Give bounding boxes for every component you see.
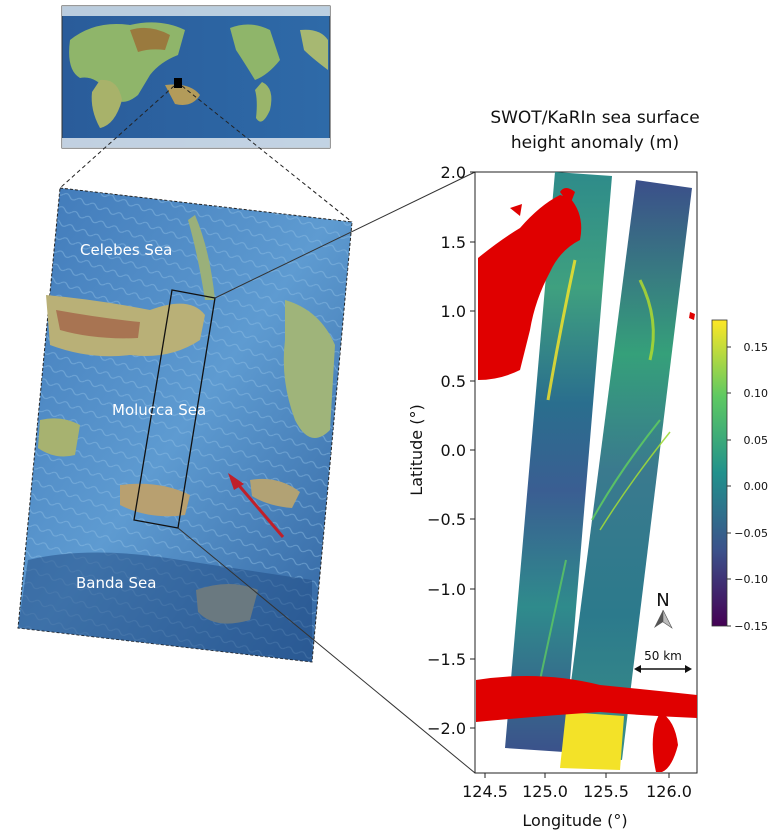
x-tick-label: 126.0 [646, 782, 692, 801]
red-arrow-shaft [234, 481, 285, 538]
y-tick-labels: 2.0 1.5 1.0 0.5 0.0 −0.5 −1.0 −1.5 −2.0 [427, 163, 466, 738]
red-arrow-head [228, 473, 244, 490]
zoom-connector-bottom [177, 527, 476, 774]
study-area-marker [174, 78, 182, 88]
colorbar-tick-label: −0.05 [734, 527, 768, 540]
x-ticks [484, 773, 670, 778]
zoom-connector-top [214, 171, 476, 299]
plot-title-line-1: SWOT/KaRIn sea surface [490, 108, 700, 128]
swath-west [505, 172, 612, 752]
y-axis-label: Latitude (°) [407, 404, 426, 495]
colorbar: 0.15 0.10 0.05 0.00 −0.05 −0.10 −0.15 [711, 319, 769, 633]
colorbar-tick-label: 0.00 [744, 480, 769, 493]
y-ticks [470, 171, 475, 729]
plot-title-line-2: height anomaly (m) [510, 133, 680, 153]
label-banda-sea: Banda Sea [76, 574, 156, 592]
colorbar-tick-label: −0.15 [734, 620, 768, 633]
y-tick-label: 1.5 [441, 233, 466, 252]
colorbar-tick-label: −0.10 [734, 573, 768, 586]
land-mask [476, 188, 697, 772]
swath-east-saturated [560, 712, 624, 770]
y-tick-label: −1.0 [427, 580, 466, 599]
svg-text:N: N [656, 590, 669, 611]
scale-bar-label: 50 km [644, 649, 682, 663]
y-tick-label: −1.5 [427, 650, 466, 669]
y-tick-label: −2.0 [427, 719, 466, 738]
inset-connector-right [181, 85, 353, 223]
y-tick-label: 0.0 [441, 441, 466, 460]
y-tick-label: 2.0 [441, 163, 466, 182]
x-tick-label: 124.5 [462, 782, 508, 801]
y-tick-label: 0.5 [441, 372, 466, 391]
north-arrow-icon: N [654, 590, 673, 629]
label-molucca-sea: Molucca Sea [112, 401, 206, 419]
x-axis-label: Longitude (°) [522, 811, 627, 830]
label-celebes-sea: Celebes Sea [80, 241, 172, 259]
swath-east [562, 180, 692, 760]
colorbar-tick-label: 0.05 [744, 434, 769, 447]
inset-connector-left [59, 85, 175, 189]
x-tick-label: 125.0 [522, 782, 568, 801]
scale-bar: 50 km [634, 649, 692, 673]
ssh-plot: 2.0 1.5 1.0 0.5 0.0 −0.5 −1.0 −1.5 −2.0 … [407, 163, 698, 830]
x-tick-label: 125.5 [583, 782, 629, 801]
world-map-inset [61, 5, 331, 149]
colorbar-tick-label: 0.15 [744, 341, 769, 354]
y-tick-label: −0.5 [427, 510, 466, 529]
x-tick-labels: 124.5 125.0 125.5 126.0 [462, 782, 692, 801]
regional-map: Celebes Sea Molucca Sea Banda Sea [17, 187, 353, 663]
y-tick-label: 1.0 [441, 302, 466, 321]
colorbar-tick-label: 0.10 [744, 387, 769, 400]
colorbar-gradient [711, 319, 728, 627]
